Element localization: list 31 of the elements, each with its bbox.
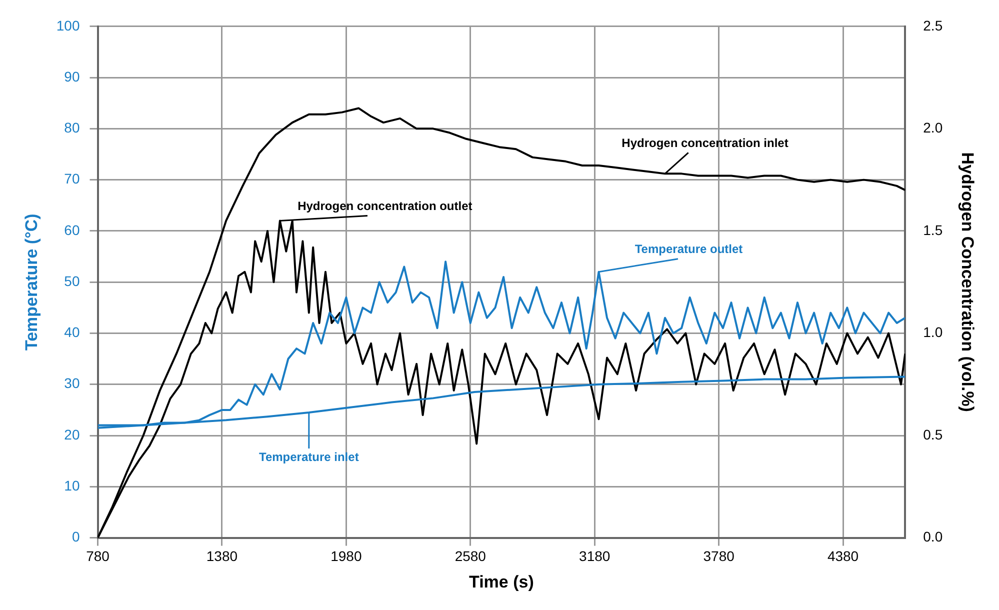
y2-tick-label: 2.0 — [923, 120, 943, 136]
x-tick-label: 780 — [86, 548, 110, 564]
x-tick-label: 3180 — [579, 548, 610, 564]
y2-tick-label: 0.0 — [923, 528, 943, 545]
y-tick-label: 30 — [64, 375, 80, 392]
y-tick-label: 100 — [56, 17, 80, 34]
x-tick-label: 4380 — [827, 548, 859, 564]
x-tick-label: 3780 — [703, 548, 735, 564]
x-tick-label: 1980 — [330, 548, 362, 564]
y-tick-label: 50 — [64, 272, 80, 289]
series-label: Hydrogen concentration outlet — [298, 199, 472, 214]
x-tick-label: 1380 — [206, 548, 238, 564]
series-label: Hydrogen concentration inlet — [622, 136, 788, 150]
text: Temperature inlet — [259, 450, 359, 464]
y2-tick-label: 2.5 — [923, 17, 943, 34]
x-axis-title: Time (s) — [469, 572, 534, 592]
y-tick-label: 70 — [64, 170, 80, 187]
y2-axis-title: Hydrogen Concentration (vol.%) — [958, 152, 978, 412]
y-tick-label: 60 — [64, 222, 80, 238]
y-axis-title: Temperature (°C) — [22, 214, 41, 351]
y-tick-label: 40 — [64, 324, 80, 340]
text: Temperature outlet — [634, 242, 743, 256]
y-tick-label: 10 — [64, 478, 80, 494]
y2-tick-label: 0.5 — [923, 426, 943, 442]
y-tick-label: 20 — [64, 426, 80, 442]
y-tick-label: 90 — [64, 68, 80, 84]
y-tick-label: 80 — [64, 120, 80, 136]
y2-tick-label: 1.0 — [923, 324, 943, 340]
x-tick-label: 2580 — [454, 548, 486, 564]
y-tick-label: 0 — [72, 528, 80, 545]
y2-tick-label: 1.5 — [923, 222, 943, 238]
